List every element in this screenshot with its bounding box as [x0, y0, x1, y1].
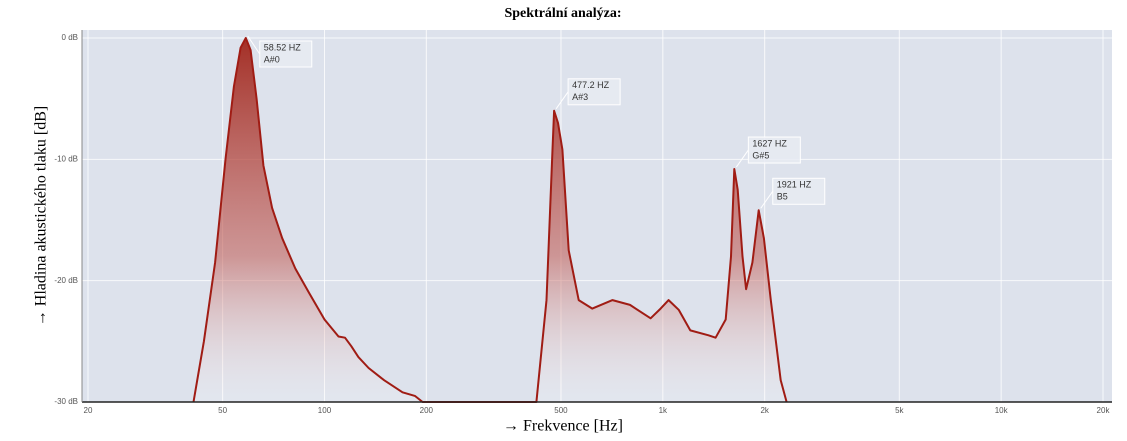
y-tick-label: -20 dB	[54, 276, 78, 285]
x-tick-label: 1k	[659, 406, 668, 415]
x-tick-label: 20	[84, 406, 93, 415]
x-tick-label: 20k	[1097, 406, 1111, 415]
annotation-note: B5	[777, 192, 788, 202]
annotation-note: A#0	[264, 54, 280, 64]
annotation-label: 1921 HZ	[777, 180, 812, 190]
annotation-note: A#3	[572, 92, 588, 102]
y-tick-label: -30 dB	[54, 397, 78, 406]
x-tick-label: 50	[218, 406, 227, 415]
x-tick-label: 5k	[895, 406, 904, 415]
x-tick-label: 2k	[760, 406, 769, 415]
annotation-leader	[760, 191, 774, 209]
spectrum-line	[192, 37, 788, 403]
y-tick-label: -10 dB	[54, 154, 78, 163]
annotation-leader	[247, 35, 261, 55]
annotation-label: 58.52 HZ	[264, 42, 302, 52]
x-axis-label: → Frekvence [Hz]	[503, 418, 623, 435]
annotation-label: 477.2 HZ	[572, 80, 610, 90]
x-tick-label: 200	[420, 406, 434, 415]
annotation-leader	[735, 149, 749, 168]
annotation-box	[772, 177, 826, 205]
x-tick-label: 10k	[995, 406, 1009, 415]
y-axis-label: → Hladina akustického tlaku [dB]	[33, 106, 50, 326]
annotation-leader	[555, 91, 569, 110]
annotation-note: G#5	[752, 150, 769, 160]
x-tick-label: 500	[554, 406, 568, 415]
annotation-box	[747, 136, 801, 164]
y-tick-label: 0 dB	[62, 33, 78, 42]
annotation-box	[259, 40, 313, 68]
chart-title: Spektrální analýza:	[504, 6, 621, 21]
x-tick-label: 100	[318, 406, 332, 415]
annotation-label: 1627 HZ	[752, 138, 787, 148]
annotation-box	[567, 78, 621, 106]
